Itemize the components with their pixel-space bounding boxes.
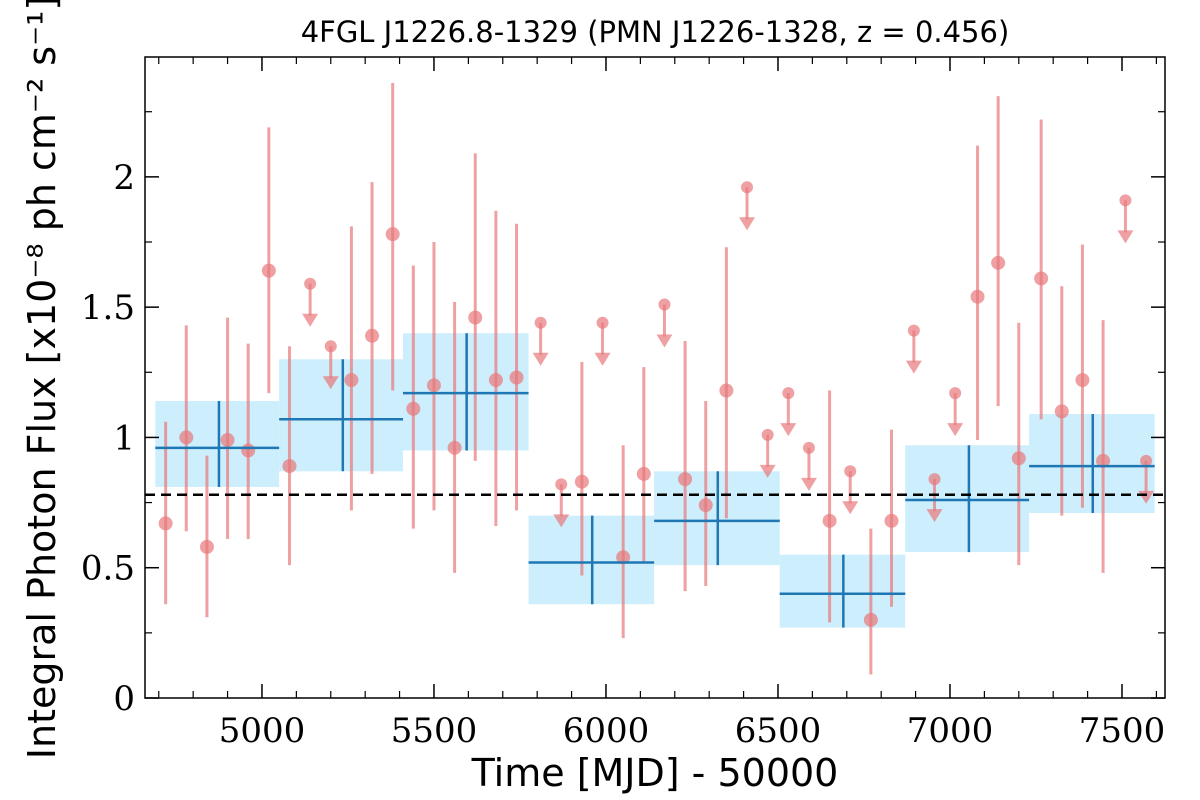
- data-point: [1034, 271, 1049, 286]
- data-point: [991, 255, 1006, 270]
- upper-limit-marker: [596, 316, 609, 329]
- bin-band: [155, 400, 280, 487]
- upper-limit-marker: [928, 473, 941, 486]
- upper-limit-marker: [741, 181, 754, 194]
- upper-limit-arrow: [656, 334, 673, 348]
- data-point: [698, 498, 713, 513]
- data-point: [509, 370, 524, 385]
- data-point: [636, 466, 651, 481]
- data-point: [970, 289, 985, 304]
- chart-title: 4FGL J1226.8-1329 (PMN J1226-1328, z = 0…: [301, 15, 1010, 49]
- data-point: [468, 310, 483, 325]
- y-tick-label: 0: [113, 679, 135, 719]
- data-point: [1096, 453, 1111, 468]
- y-axis-label: Integral Photon Flux [x10⁻⁸ ph cm⁻² s⁻¹]: [20, 0, 64, 759]
- bin-bands: [155, 333, 1155, 628]
- upper-limit-arrow: [842, 501, 859, 515]
- data-point: [884, 513, 899, 528]
- x-tick-label: 5000: [219, 711, 306, 751]
- data-point: [426, 378, 441, 393]
- y-tick-label: 1.5: [81, 288, 135, 328]
- data-point: [365, 328, 380, 343]
- upper-limit-marker: [949, 387, 962, 400]
- upper-limit-marker: [555, 478, 568, 491]
- data-point: [179, 430, 194, 445]
- upper-limit-arrow: [800, 477, 817, 491]
- data-point: [158, 516, 173, 531]
- upper-limit-marker: [782, 387, 795, 400]
- data-point: [488, 373, 503, 388]
- y-tick-label: 0.5: [81, 549, 135, 589]
- upper-limit-marker: [534, 316, 547, 329]
- bin-markers: [155, 333, 1155, 628]
- x-tick-label: 7500: [1079, 711, 1166, 751]
- data-point: [261, 263, 276, 278]
- x-tick-label: 6500: [735, 711, 822, 751]
- data-point: [406, 401, 421, 416]
- y-tick-label: 1: [113, 418, 135, 458]
- bin-band: [905, 445, 1030, 553]
- data-point: [719, 383, 734, 398]
- upper-limit-marker: [907, 324, 920, 337]
- upper-limit-arrow: [926, 509, 943, 523]
- data-point: [1075, 373, 1090, 388]
- bin-band: [279, 359, 404, 472]
- x-tick-label: 6000: [563, 711, 650, 751]
- upper-limit-arrow: [553, 514, 570, 528]
- data-point: [1011, 451, 1026, 466]
- data-point: [574, 474, 589, 489]
- data-point: [344, 373, 359, 388]
- upper-limit-arrow: [594, 352, 611, 366]
- data-point: [863, 612, 878, 627]
- upper-limit-marker: [304, 277, 317, 290]
- axes: 5000 5500 6000 6500 7000 7500 0 0.5 1 1.5 2: [81, 56, 1166, 751]
- upper-limit-arrow: [532, 352, 549, 366]
- plot-frame: [144, 56, 1166, 699]
- data-point: [822, 513, 837, 528]
- data-point: [241, 443, 256, 458]
- upper-limit-arrow: [905, 360, 922, 374]
- upper-limit-marker: [844, 465, 857, 478]
- x-axis-label: Time [MJD] - 50000: [471, 751, 839, 795]
- upper-limit-arrow: [947, 423, 964, 437]
- upper-limit-arrow: [759, 464, 776, 478]
- upper-limit-marker: [324, 340, 337, 353]
- upper-limit-marker: [1140, 454, 1153, 467]
- upper-limit-marker: [1119, 194, 1132, 207]
- upper-limit-arrow: [302, 313, 319, 327]
- data-point: [282, 459, 297, 474]
- x-tick-label: 5500: [391, 711, 478, 751]
- data-point: [385, 227, 400, 242]
- upper-limit-marker: [761, 428, 774, 441]
- upper-limit-arrow: [780, 423, 797, 437]
- data-point: [447, 440, 462, 455]
- data-point: [678, 472, 693, 487]
- data-point: [199, 539, 214, 554]
- data-point: [616, 550, 631, 565]
- upper-limit-arrow: [739, 217, 756, 231]
- upper-limit-arrow: [322, 376, 339, 390]
- x-tick-label: 7000: [907, 711, 994, 751]
- upper-limit-arrow: [1117, 230, 1134, 244]
- data-point: [220, 433, 235, 448]
- data-points: [158, 83, 1155, 675]
- upper-limit-marker: [802, 441, 815, 454]
- upper-limit-marker: [658, 298, 671, 311]
- y-tick-label: 2: [113, 158, 135, 198]
- data-point: [1054, 404, 1069, 419]
